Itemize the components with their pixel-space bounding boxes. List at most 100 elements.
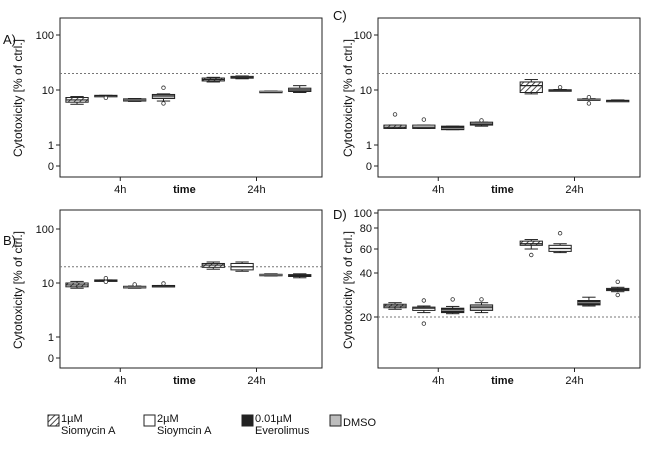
legend-label: 0.01µM (255, 413, 292, 425)
outlier-point (103, 279, 109, 285)
box-plot (577, 296, 601, 307)
box-plot (288, 85, 312, 94)
chart-panel: B)Cytotoxicity [% of ctrl.] 0 1 10 100 4h 24h t… (3, 209, 323, 387)
outlier-point (450, 297, 455, 302)
box-plot (288, 273, 312, 279)
outlier-point (557, 85, 563, 90)
box-plot (94, 275, 118, 285)
panel-label: C) (333, 8, 347, 23)
outlier-point (421, 117, 427, 122)
y-axis-label: Cytotoxicity [% of ctrl.] (341, 231, 355, 349)
box-plot (469, 297, 494, 314)
chart-panel: D) Cytotoxicity [% of ctrl.] 20 40 60 80 100 4h… (333, 207, 641, 387)
box-plot (230, 261, 254, 272)
outlier-point (161, 85, 166, 90)
y-tick-label: 10 (42, 85, 54, 97)
plot-frame (59, 17, 323, 178)
chart-panel: A)Cytotoxicity [% of ctrl.] 0 1 10 100 4h 24h t… (3, 17, 323, 196)
box-plot (548, 85, 572, 92)
box-plot (94, 94, 118, 101)
outlier-point (421, 321, 427, 326)
x-axis-label: time (173, 375, 196, 387)
x-tick-label: 4h (432, 375, 444, 387)
outlier-point (479, 297, 484, 302)
outlier-point (615, 292, 620, 298)
outlier-point (421, 298, 427, 303)
box-plot (383, 302, 407, 310)
plot-frame (377, 209, 641, 369)
box-plot (201, 76, 225, 83)
box-plot (65, 96, 89, 105)
box-plot (441, 297, 465, 315)
x-tick-label: 4h (114, 184, 126, 196)
outlier-point (103, 95, 109, 101)
legend-label: DMSO (343, 417, 376, 429)
legend-swatch (143, 414, 156, 427)
box-plot (577, 94, 601, 106)
box-plot (151, 85, 176, 106)
y-tick-label: 1 (366, 140, 372, 152)
y-tick-label: 100 (354, 208, 372, 220)
box-plot (441, 125, 465, 131)
plot-frame (377, 17, 641, 178)
outlier-point (557, 231, 563, 236)
panel-label: B) (3, 233, 16, 248)
x-axis-label: time (173, 184, 196, 196)
x-tick-label: 24h (247, 184, 265, 196)
y-axis-label: Cytotoxicity [% of ctrl.] (11, 231, 25, 349)
box-plot (412, 117, 436, 129)
outlier-point (479, 118, 484, 123)
y-tick-label: 0 (48, 161, 54, 173)
box-plot (123, 282, 147, 289)
y-axis-label: Cytotoxicity [% of ctrl.] (11, 39, 25, 157)
box-plot (259, 90, 283, 94)
y-tick-label: 100 (354, 30, 372, 42)
box-plot (412, 298, 436, 326)
outlier-point (132, 282, 137, 287)
box-plot (230, 75, 254, 80)
legend-label: 1µM (61, 413, 83, 425)
y-tick-label: 10 (42, 278, 54, 290)
outlier-point (161, 281, 166, 286)
outlier-point (529, 252, 534, 258)
box-plot (383, 112, 407, 129)
outlier-point (615, 279, 620, 284)
x-tick-label: 24h (565, 375, 583, 387)
x-tick-label: 4h (114, 375, 126, 387)
y-tick-label: 100 (36, 224, 54, 236)
x-axis-label: time (491, 375, 514, 387)
legend-label: Everolimus (255, 425, 310, 437)
box (519, 81, 543, 94)
outlier-point (586, 101, 592, 106)
legend-swatch (241, 414, 254, 427)
chart-panel: C) Cytotoxicity [% of ctrl.] 0 1 10 100 4h 24h t… (333, 8, 641, 196)
y-tick-label: 1 (48, 332, 54, 344)
box-plot (123, 98, 147, 102)
box-plot (519, 239, 543, 258)
legend-swatch (47, 414, 60, 427)
box-plot (151, 281, 176, 288)
legend-swatch (329, 414, 342, 427)
panel-label: D) (333, 207, 347, 222)
box-plot (548, 231, 572, 254)
x-tick-label: 4h (432, 184, 444, 196)
box-plot (65, 280, 89, 289)
box-plot (606, 99, 630, 103)
y-tick-label: 20 (360, 312, 372, 324)
plot-frame (59, 209, 323, 369)
x-axis-label: time (491, 184, 514, 196)
legend-item: DMSO (329, 414, 376, 429)
y-tick-label: 40 (360, 268, 372, 280)
y-tick-label: 0 (366, 161, 372, 173)
y-tick-label: 1 (48, 140, 54, 152)
y-tick-label: 80 (360, 223, 372, 235)
outlier-point (161, 101, 166, 106)
panel-label: A) (3, 32, 16, 47)
x-tick-label: 24h (247, 375, 265, 387)
outlier-point (586, 94, 592, 100)
